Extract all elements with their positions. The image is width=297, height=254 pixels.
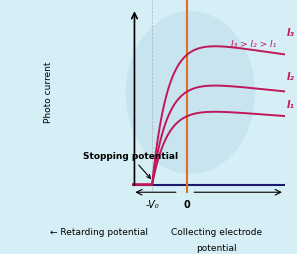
- Text: -V₀: -V₀: [145, 199, 159, 209]
- Text: 0: 0: [183, 199, 190, 209]
- Text: I₃ > I₂ > I₁: I₃ > I₂ > I₁: [231, 40, 276, 49]
- Text: Photo current: Photo current: [44, 62, 53, 123]
- Text: ← Retarding potential: ← Retarding potential: [50, 227, 148, 236]
- Text: I₁: I₁: [287, 100, 295, 110]
- Text: Stopping potential: Stopping potential: [83, 152, 178, 179]
- Text: potential: potential: [196, 243, 236, 251]
- Text: I₂: I₂: [287, 71, 295, 81]
- Circle shape: [127, 13, 254, 174]
- Text: Collecting electrode: Collecting electrode: [171, 227, 262, 236]
- Text: I₃: I₃: [287, 28, 295, 38]
